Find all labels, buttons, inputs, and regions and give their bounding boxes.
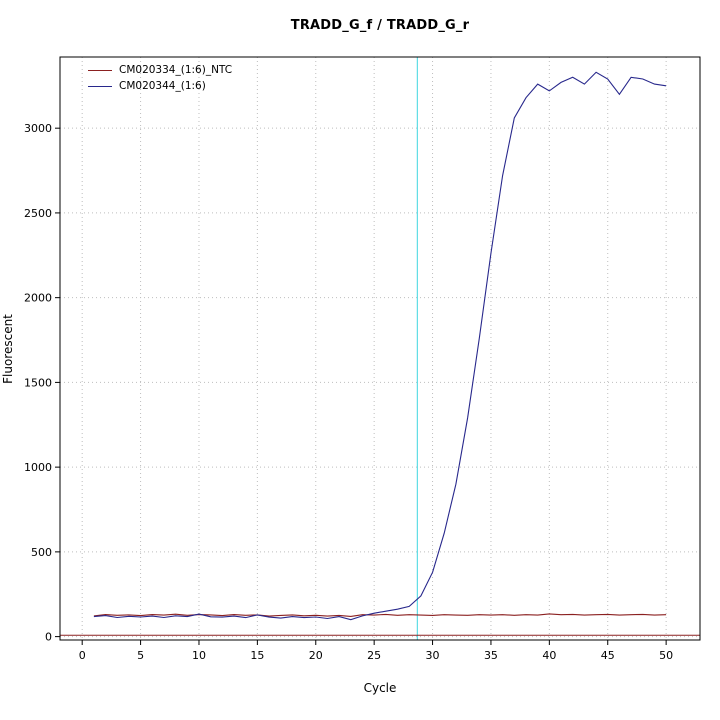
x-tick-label: 20 (309, 649, 323, 662)
x-tick-label: 30 (426, 649, 440, 662)
y-tick-label: 0 (45, 631, 52, 644)
x-tick-label: 15 (250, 649, 264, 662)
ntc-legend-label: CM020334_(1:6)_NTC (119, 64, 233, 76)
y-tick-label: 3000 (24, 122, 52, 135)
x-tick-label: 10 (192, 649, 206, 662)
x-tick-label: 35 (484, 649, 498, 662)
series-line-1 (93, 71, 667, 621)
chart-title: TRADD_G_f / TRADD_G_r (290, 18, 470, 33)
y-axis-label: Fluorescent (1, 314, 15, 384)
x-tick-label: 40 (542, 649, 556, 662)
x-tick-label: 5 (137, 649, 144, 662)
plot-box (59, 56, 701, 641)
x-tick-label: 45 (601, 649, 615, 662)
legend-item-sample: CM020344_(1:6) (88, 80, 232, 93)
sample-legend-swatch (88, 86, 112, 87)
x-tick-label: 25 (367, 649, 381, 662)
x-tick-label: 50 (659, 649, 673, 662)
x-tick-label: 0 (79, 649, 86, 662)
y-tick-label: 1500 (24, 376, 52, 389)
ntc-legend-swatch (88, 70, 112, 71)
y-tick-label: 2000 (24, 292, 52, 305)
x-axis-label: Cycle (363, 681, 397, 695)
y-tick-label: 2500 (24, 207, 52, 220)
y-tick-label: 1000 (24, 461, 52, 474)
y-tick-label: 500 (31, 546, 52, 559)
legend: CM020334_(1:6)_NTC CM020344_(1:6) (88, 64, 232, 93)
legend-item-ntc: CM020334_(1:6)_NTC (88, 64, 232, 77)
series-line-0 (93, 613, 667, 617)
sample-legend-label: CM020344_(1:6) (119, 80, 206, 92)
